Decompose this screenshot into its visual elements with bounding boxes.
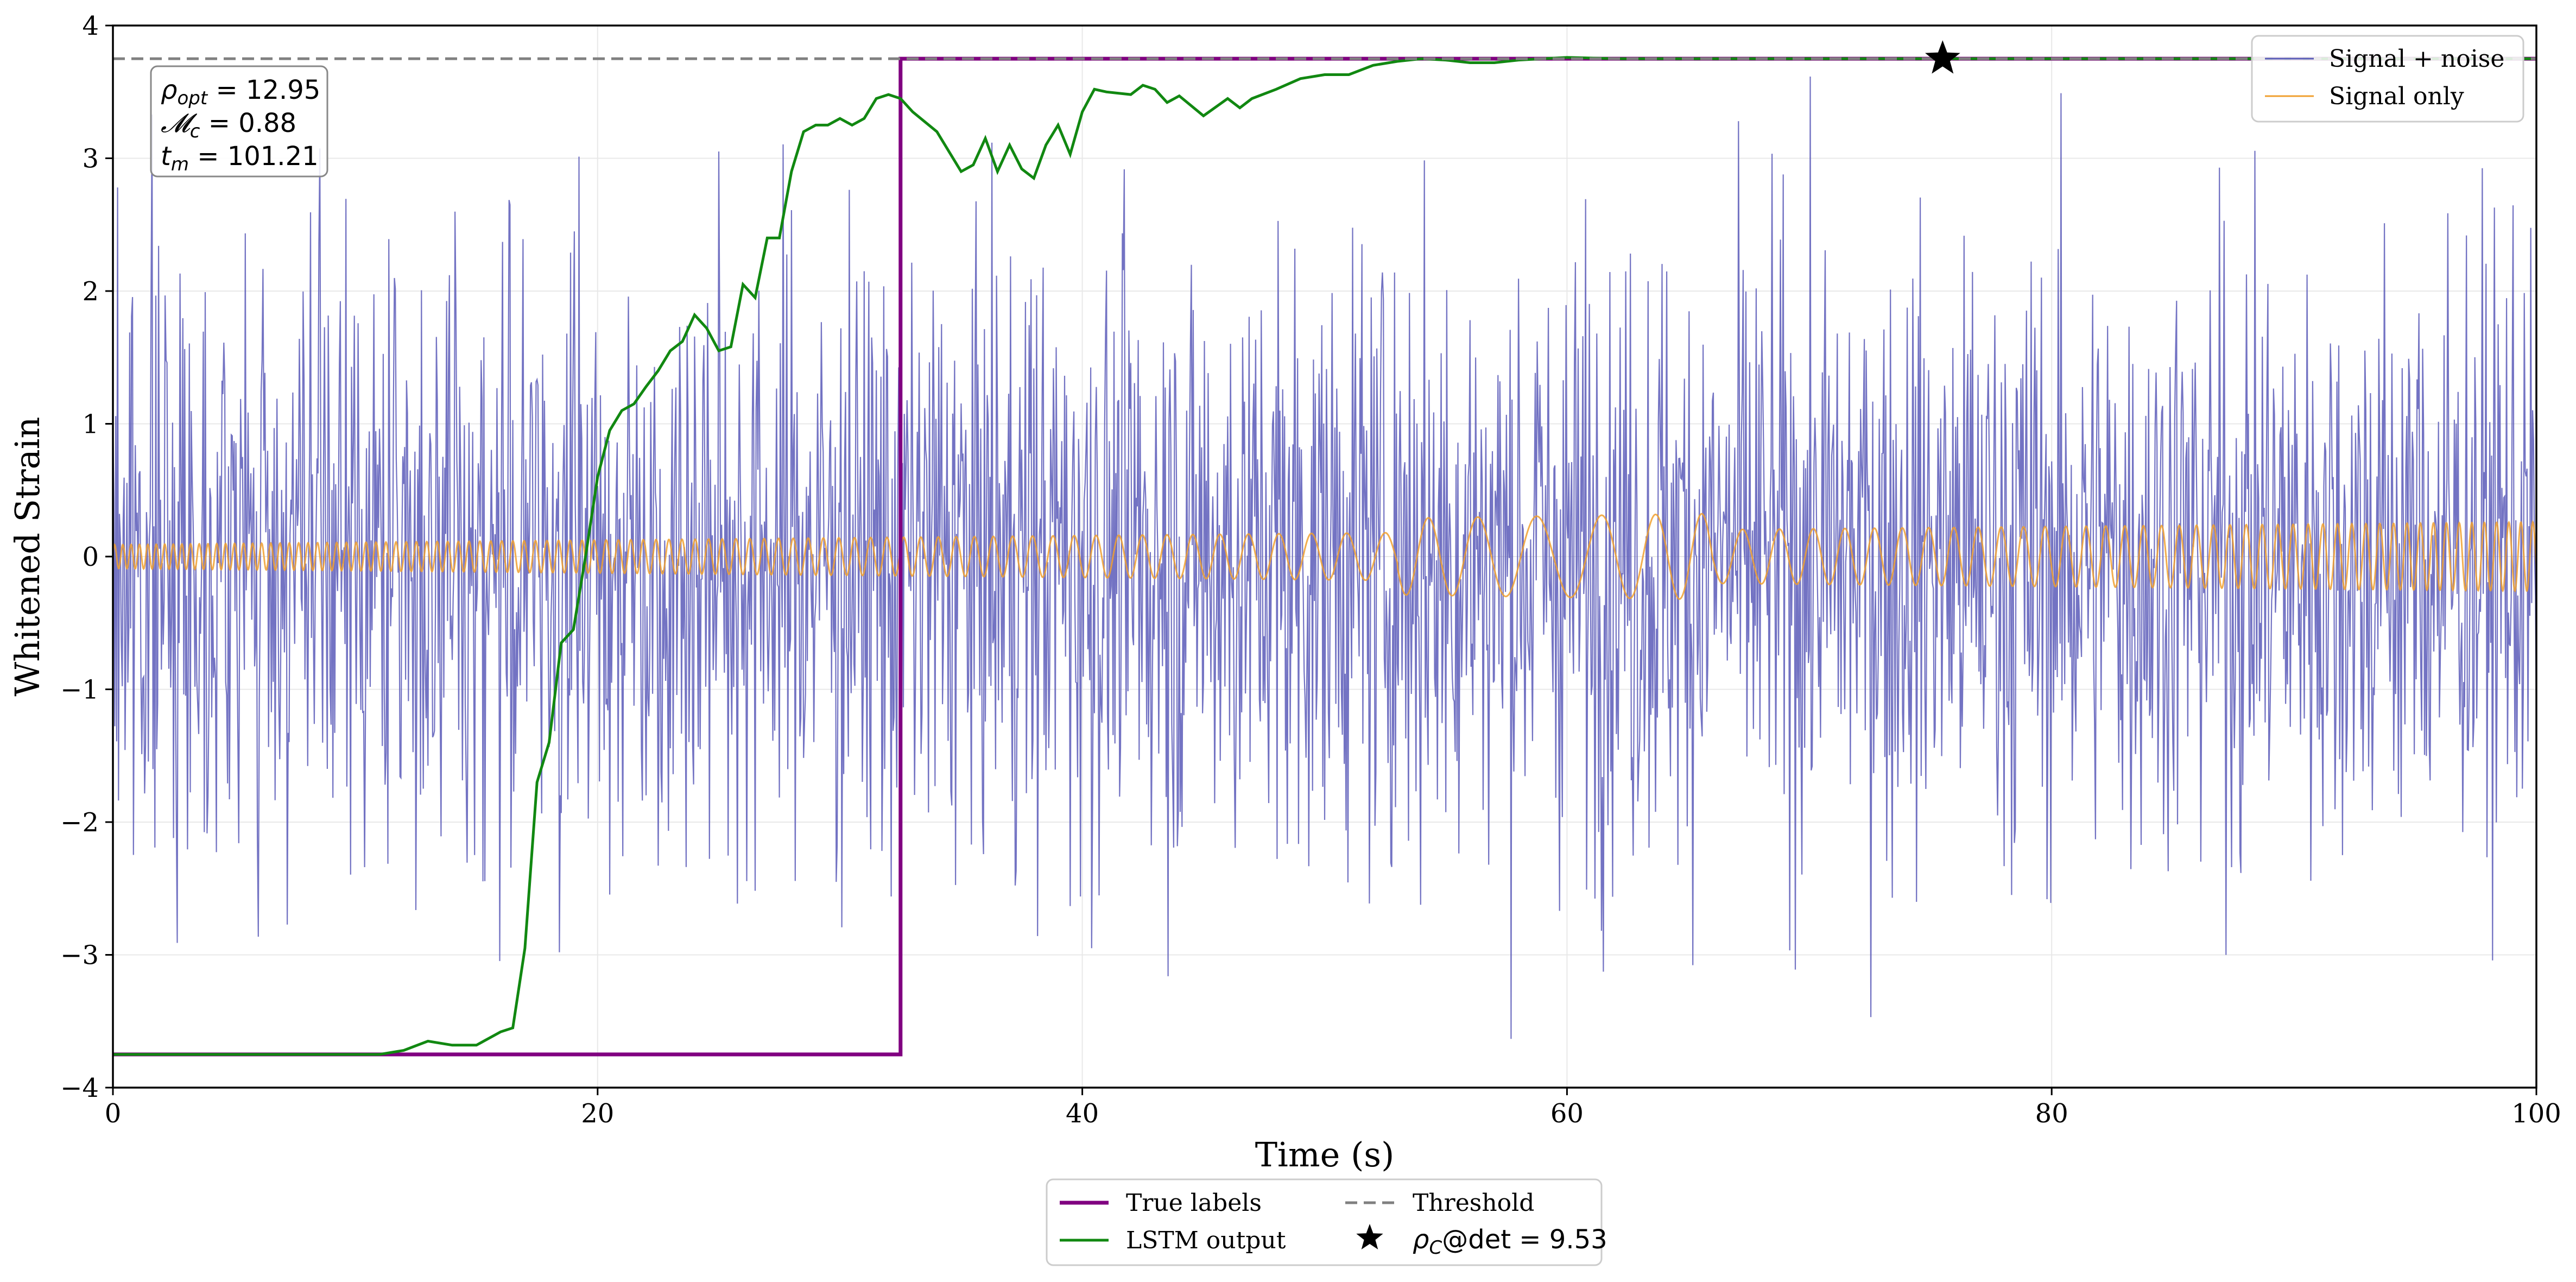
signal-only-series <box>113 513 2536 600</box>
y-tick-label: 3 <box>82 144 99 174</box>
y-tick-label: −4 <box>60 1073 99 1103</box>
annotation-box: ρopt = 12.95 𝓜c = 0.88 tm = 101.21 <box>150 65 328 178</box>
plot-area <box>113 40 2536 1057</box>
x-tick-label: 0 <box>105 1098 122 1129</box>
legend-swatch-detection-star <box>1356 1224 1383 1249</box>
y-tick-label: −3 <box>60 940 99 971</box>
annotation-match-mc: 𝓜c = 0.88 <box>161 108 296 142</box>
legend-label-true-labels: True labels <box>1126 1189 1262 1217</box>
y-tick-label: −2 <box>60 807 99 838</box>
annotation-rho-opt: ρopt = 12.95 <box>161 75 320 109</box>
y-tick-label: −1 <box>60 675 99 705</box>
x-axis: 0 20 40 60 80 100 <box>105 1088 2561 1129</box>
x-axis-label: Time (s) <box>1255 1135 1395 1174</box>
lstm-output-series <box>113 56 2536 1056</box>
legend-label-lstm-output: LSTM output <box>1126 1227 1286 1254</box>
detection-star-marker <box>1925 40 1960 74</box>
legend-bottom: True labels Threshold LSTM output ρC@det… <box>1046 1178 1607 1266</box>
signal-noise-series <box>113 76 2536 1039</box>
y-tick-label: 1 <box>82 409 99 440</box>
y-tick-label: 0 <box>82 542 99 572</box>
legend-label-threshold: Threshold <box>1413 1189 1534 1217</box>
x-tick-label: 60 <box>1550 1098 1584 1129</box>
legend-label-signal-only: Signal only <box>2329 83 2464 110</box>
x-tick-label: 100 <box>2511 1098 2561 1129</box>
x-tick-label: 40 <box>1066 1098 1099 1129</box>
legend-label-signal-noise: Signal + noise <box>2329 45 2504 73</box>
annotation-tm: tm = 101.21 <box>161 141 319 175</box>
y-tick-label: 4 <box>82 11 99 41</box>
legend-label-detection: ρC@det = 9.53 <box>1413 1224 1607 1259</box>
y-axis-label: Whitened Strain <box>8 417 47 697</box>
x-tick-label: 80 <box>2035 1098 2068 1129</box>
y-tick-label: 2 <box>82 276 99 307</box>
legend-top-right: Signal + noise Signal only <box>2251 35 2524 123</box>
y-axis: −4 −3 −2 −1 0 1 2 3 4 <box>60 11 113 1103</box>
x-tick-label: 20 <box>581 1098 614 1129</box>
